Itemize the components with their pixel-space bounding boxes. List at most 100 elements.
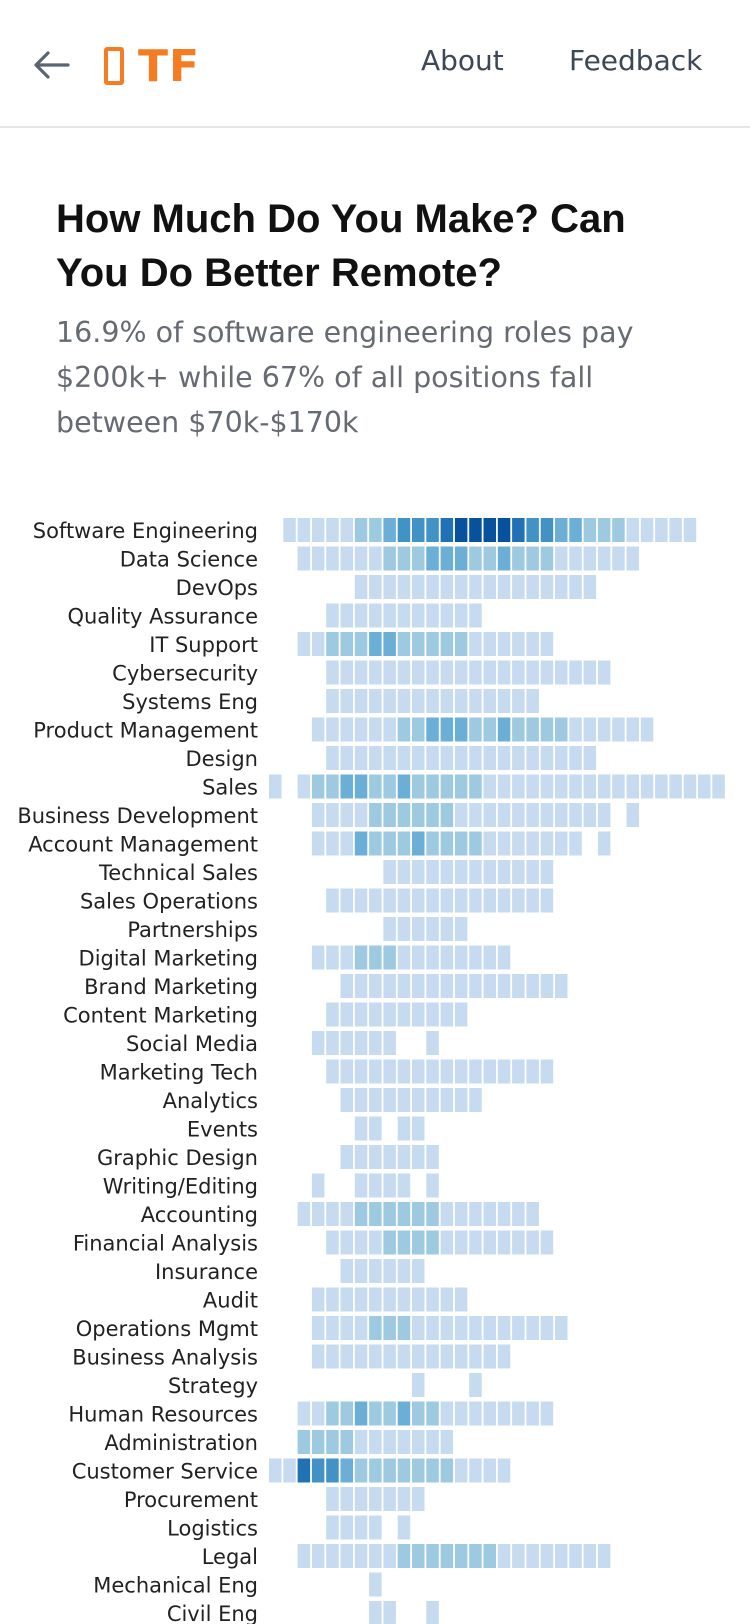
heatmap-cell: [426, 603, 439, 628]
heatmap-cell: [397, 860, 411, 884]
heatmap-cell: [512, 860, 525, 884]
heatmap-cell: [340, 603, 353, 628]
heatmap-cell: [397, 632, 411, 656]
heatmap-cell: [311, 1344, 325, 1369]
heatmap-cell: [555, 774, 568, 799]
heatmap-cell: [626, 546, 639, 571]
heatmap-cell: [397, 1544, 411, 1568]
heatmap-cell: [397, 717, 411, 742]
heatmap-cell: [369, 746, 382, 770]
heatmap-cell: [326, 1230, 339, 1255]
heatmap-cell: [412, 1088, 425, 1112]
row-label: Legal: [202, 1545, 258, 1569]
heatmap-cell: [369, 603, 382, 628]
heatmap-cell: [426, 860, 439, 884]
heatmap-cell: [569, 546, 582, 571]
heatmap-cell: [383, 717, 396, 742]
heatmap-cell: [354, 1116, 368, 1141]
heatmap-cell: [426, 1401, 439, 1426]
heatmap-cell: [412, 1259, 425, 1283]
heatmap-cell: [412, 603, 425, 628]
heatmap-cell: [454, 1316, 468, 1340]
heatmap-cell: [311, 831, 325, 856]
heatmap-cell: [440, 632, 454, 656]
heatmap-row: Technical Sales: [98, 860, 554, 885]
heatmap-cell: [269, 774, 282, 799]
heatmap-cell: [326, 1002, 339, 1027]
brand-logo[interactable]: TF: [104, 36, 200, 96]
salary-heatmap-chart: Software Engineering Data Science DevOps Qu…: [17, 518, 725, 1624]
heatmap-cell: [597, 774, 611, 799]
nav-link-feedback[interactable]: Feedback: [569, 44, 703, 77]
heatmap-cell: [626, 803, 639, 827]
heatmap-cell: [483, 1230, 496, 1255]
heatmap-cell: [612, 717, 625, 742]
heatmap-cell: [469, 546, 482, 571]
heatmap-cell: [440, 860, 454, 884]
heatmap-cell: [540, 1401, 554, 1426]
heatmap-cell: [369, 1316, 382, 1340]
heatmap-cell: [555, 803, 568, 827]
row-label: Civil Eng: [167, 1602, 258, 1624]
heatmap-cell: [326, 1401, 339, 1426]
heatmap-cell: [383, 1173, 396, 1198]
heatmap-cell: [640, 774, 654, 799]
heatmap-cell: [583, 746, 597, 770]
row-label: Digital Marketing: [79, 947, 258, 971]
heatmap-cell: [540, 774, 554, 799]
heatmap-cell: [397, 1287, 411, 1312]
heatmap-cell: [440, 803, 454, 827]
heatmap-cell: [526, 717, 539, 742]
heatmap-cell: [311, 546, 325, 571]
row-label: Brand Marketing: [84, 975, 258, 999]
row-label: Insurance: [155, 1260, 258, 1284]
heatmap-cell: [326, 1544, 339, 1568]
heatmap-row: Sales: [202, 774, 725, 800]
heatmap-cell: [311, 803, 325, 827]
heatmap-cell: [383, 1259, 396, 1283]
heatmap-cell: [397, 803, 411, 827]
heatmap-cell: [483, 1059, 496, 1084]
heatmap-cell: [440, 1316, 454, 1340]
back-button[interactable]: [30, 44, 72, 86]
nav-link-about[interactable]: About: [421, 44, 504, 77]
heatmap-cell: [369, 1430, 382, 1454]
heatmap-cell: [526, 1202, 539, 1226]
heatmap-cell: [426, 1287, 439, 1312]
heatmap-cell: [412, 1430, 425, 1454]
heatmap-cell: [483, 860, 496, 884]
heatmap-cell: [483, 746, 496, 770]
heatmap-cell: [497, 518, 511, 542]
heatmap-cell: [340, 717, 353, 742]
heatmap-cell: [397, 1458, 411, 1483]
heatmap-cell: [512, 689, 525, 713]
heatmap-cell: [426, 660, 439, 685]
heatmap-cell: [497, 974, 511, 998]
heatmap-cell: [426, 774, 439, 799]
heatmap-cell: [340, 1487, 353, 1511]
heatmap-cell: [340, 1287, 353, 1312]
heatmap-cell: [497, 831, 511, 856]
heatmap-cell: [383, 1458, 396, 1483]
heatmap-cell: [354, 1487, 368, 1511]
heatmap-cell: [311, 1287, 325, 1312]
heatmap-cell: [326, 1316, 339, 1340]
heatmap-cell: [326, 888, 339, 913]
heatmap-cell: [526, 774, 539, 799]
heatmap-cell: [469, 746, 482, 770]
heatmap-cell: [354, 1088, 368, 1112]
heatmap-cell: [369, 660, 382, 685]
heatmap-cell: [469, 831, 482, 856]
heatmap-cell: [340, 1088, 353, 1112]
row-label: DevOps: [176, 576, 258, 600]
brand-name: TF: [138, 40, 201, 92]
heatmap-cell: [426, 1430, 439, 1454]
heatmap-cell: [326, 717, 339, 742]
heatmap-cell: [469, 1458, 482, 1483]
heatmap-cell: [311, 1173, 325, 1198]
row-label: Graphic Design: [97, 1146, 258, 1170]
heatmap-cell: [354, 803, 368, 827]
heatmap-row: IT Support: [149, 632, 554, 657]
heatmap-cell: [454, 888, 468, 913]
heatmap-cell: [454, 1230, 468, 1255]
